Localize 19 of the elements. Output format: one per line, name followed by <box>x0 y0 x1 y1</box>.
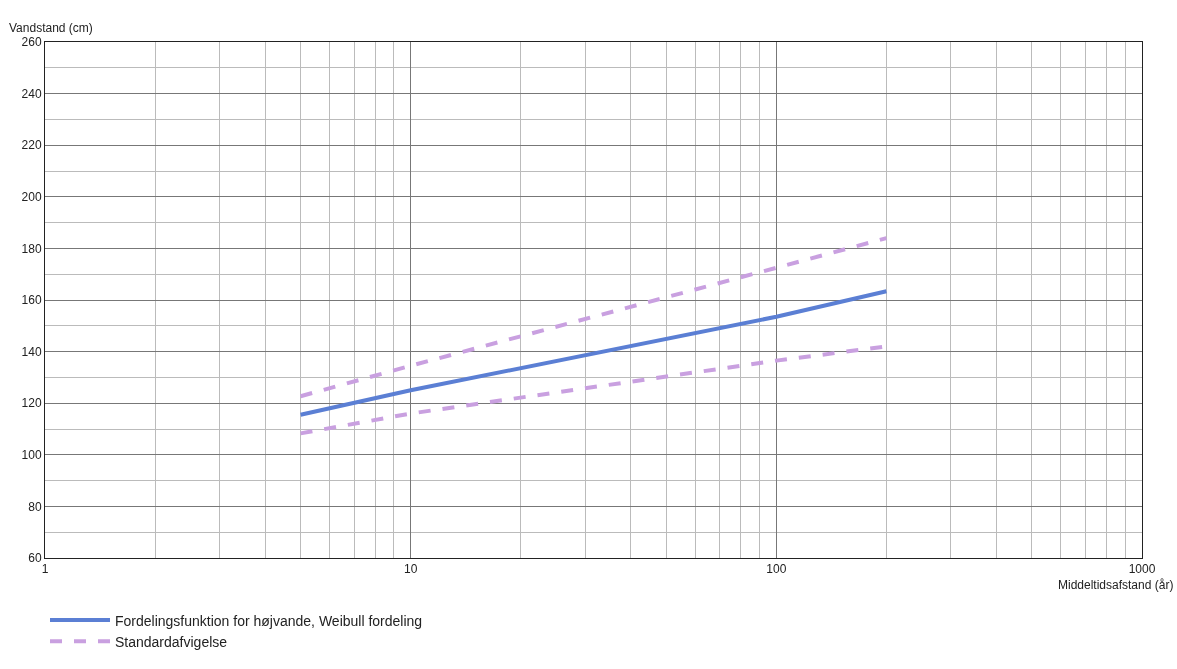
y-tick-label: 120 <box>21 396 42 411</box>
y-tick-label: 80 <box>28 499 42 514</box>
y-tick-label: 160 <box>21 293 42 308</box>
x-axis-title: Middeltidsafstand (år) <box>1058 578 1174 592</box>
y-tick-label: 220 <box>21 138 42 153</box>
legend-label: Standardafvigelse <box>115 633 228 650</box>
y-axis-title: Vandstand (cm) <box>9 21 93 35</box>
y-tick-label: 180 <box>21 241 42 256</box>
y-tick-label: 140 <box>21 344 42 359</box>
x-tick-label: 1 <box>41 562 49 577</box>
y-tick-label: 260 <box>21 35 42 50</box>
x-tick-label: 10 <box>403 562 418 577</box>
x-tick-label: 100 <box>766 562 787 577</box>
y-tick-label: 100 <box>21 448 42 462</box>
y-tick-label: 200 <box>21 190 42 204</box>
y-tick-label: 60 <box>28 551 42 566</box>
y-tick-label: 240 <box>21 86 42 101</box>
x-tick-label: 1000 <box>1128 562 1156 577</box>
legend-label: Fordelingsfunktion for højvande, Weibull fordeling <box>115 612 423 629</box>
